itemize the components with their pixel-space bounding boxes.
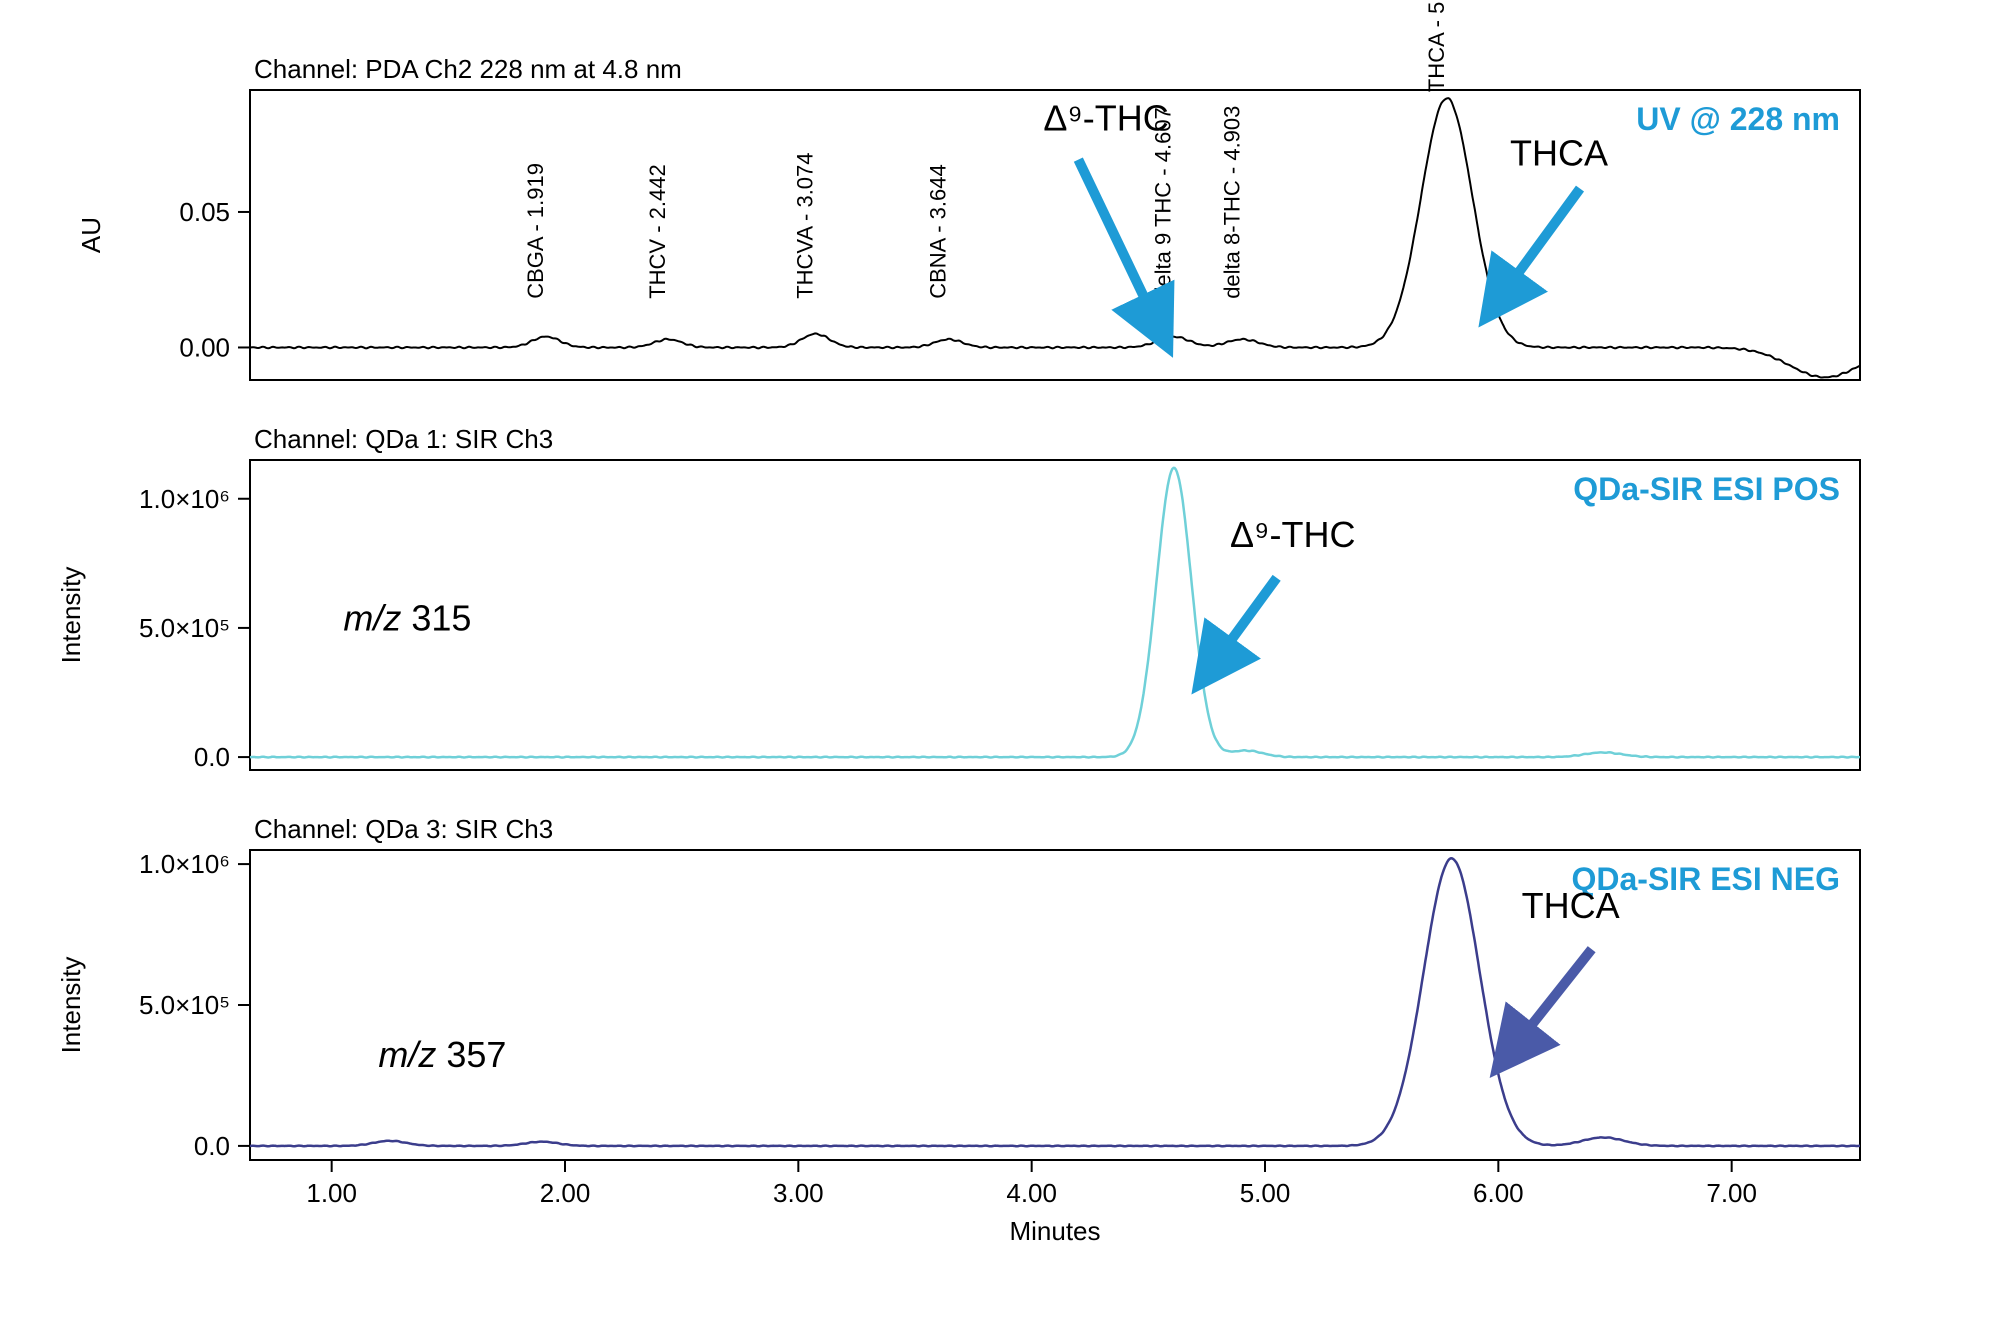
panel-pos-ytick-label: 1.0×10⁶ [139,484,230,514]
panel-pos-mz-label: m/z 315 [343,598,471,639]
panel-neg-ytick-label: 5.0×10⁵ [139,990,230,1020]
x-tick-label: 5.00 [1240,1178,1291,1208]
chromatogram-svg: Channel: PDA Ch2 228 nm at 4.8 nm UV @ 22… [0,0,2000,1333]
panel-neg-ytick-label: 1.0×10⁶ [139,849,230,879]
x-tick-label: 6.00 [1473,1178,1524,1208]
panel-uv-peak-label: CBGA - 1.919 [523,163,548,299]
panel-neg-channel-title: Channel: QDa 3: SIR Ch3 [254,814,553,844]
panel-uv-ytick-label: 0.05 [179,197,230,227]
panel-neg-annotation: THCA [1522,885,1620,926]
panel-neg-arrow [1498,949,1591,1067]
panel-uv-ytick-label: 0.00 [179,332,230,362]
panel-uv-mode-label: UV @ 228 nm [1636,101,1840,137]
x-axis-label: Minutes [1009,1216,1100,1246]
panel-pos-arrow [1200,578,1277,683]
panel-uv-arrow [1487,189,1580,317]
panel-uv-peak-label: CBNA - 3.644 [926,164,951,299]
x-tick-label: 2.00 [540,1178,591,1208]
panel-uv-peak-label: THCVA - 3.074 [793,152,818,298]
panel-pos-ytick-label: 5.0×10⁵ [139,613,230,643]
x-tick-label: 7.00 [1706,1178,1757,1208]
panel-uv-peak-label: THCV - 2.442 [645,164,670,299]
panel-neg-ylabel: Intensity [56,957,86,1054]
panel-uv-annotation: THCA [1510,132,1608,173]
x-tick-label: 4.00 [1006,1178,1057,1208]
panel-uv-trace [250,98,1860,377]
panel-neg-ytick-label: 0.0 [194,1131,230,1161]
panel-pos-channel-title: Channel: QDa 1: SIR Ch3 [254,424,553,454]
panel-uv-peak-label: delta 8-THC - 4.903 [1219,106,1244,299]
panel-pos-mode-label: QDa-SIR ESI POS [1573,471,1840,507]
panel-uv-peak-label: THCA - 5.779 [1424,0,1449,92]
panel-uv-channel-title: Channel: PDA Ch2 228 nm at 4.8 nm [254,54,682,84]
panel-pos-ylabel: Intensity [56,567,86,664]
x-tick-label: 1.00 [306,1178,357,1208]
chromatogram-figure: Channel: PDA Ch2 228 nm at 4.8 nm UV @ 22… [0,0,2000,1333]
panel-pos-trace [250,468,1860,758]
panel-uv-ylabel: AU [76,217,106,253]
panel-pos-ytick-label: 0.0 [194,742,230,772]
panel-pos-annotation: Δ⁹-THC [1230,514,1355,555]
panel-neg-mz-label: m/z 357 [378,1034,506,1075]
panel-uv-annotation: Δ⁹-THC [1043,98,1168,139]
x-tick-label: 3.00 [773,1178,824,1208]
